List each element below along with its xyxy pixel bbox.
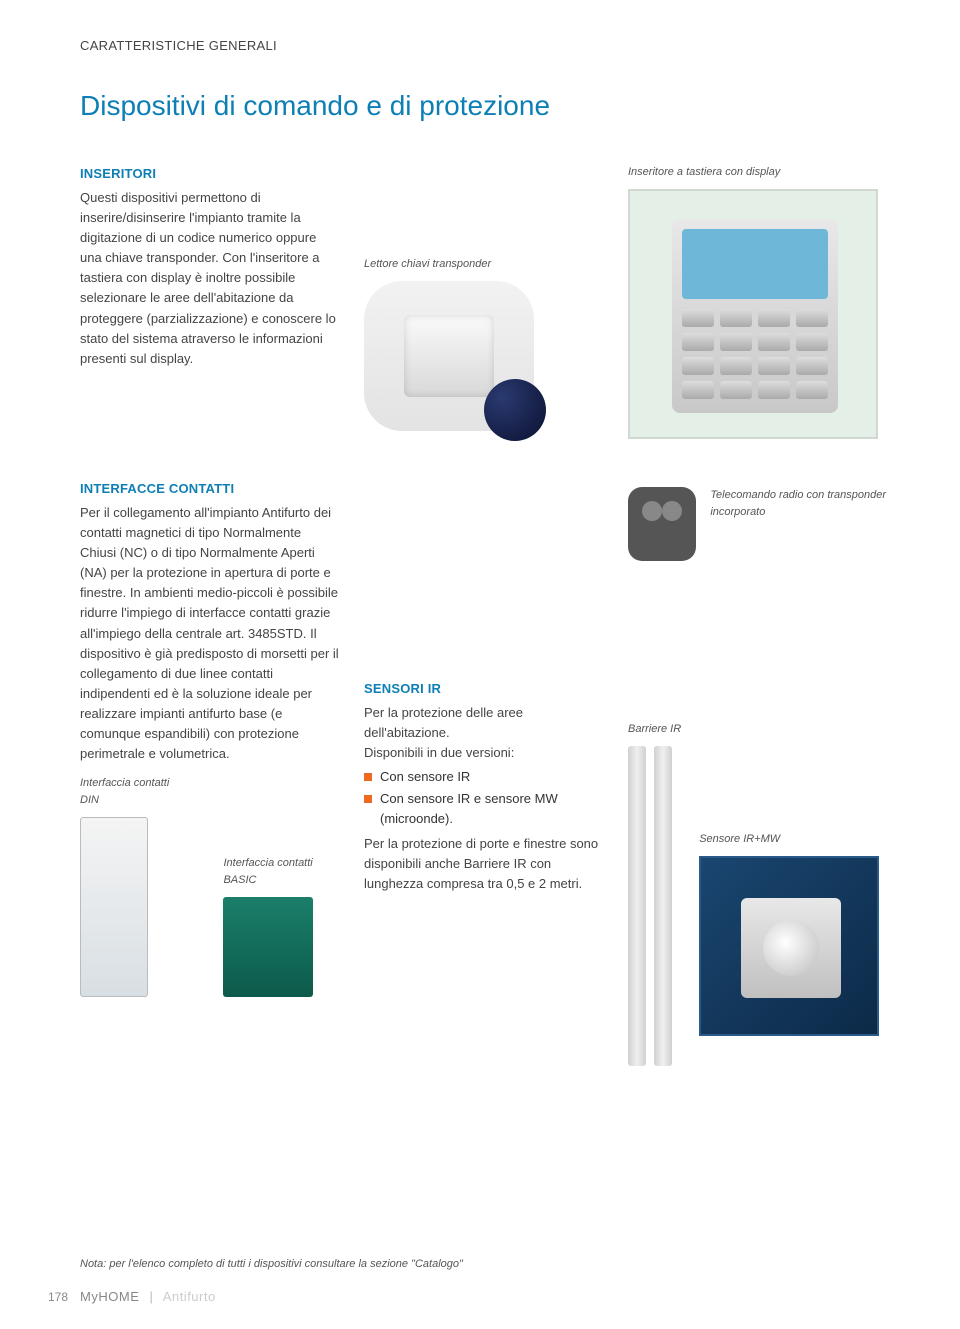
keyfob-icon (484, 379, 546, 441)
reader-face (404, 315, 494, 397)
caption-sensor: Sensore IR+MW (699, 831, 879, 848)
product-reader (364, 281, 534, 431)
bullet-item: Con sensore IR e sensore MW (microonde). (364, 789, 604, 829)
product-barriers (628, 746, 681, 1066)
product-basic-module (223, 897, 313, 997)
barrier-stick (628, 746, 646, 1066)
caption-barrier: Barriere IR (628, 721, 681, 738)
page-footer: 178 MyHOME | Antifurto (48, 1287, 216, 1307)
caption-din: Interfaccia contatti DIN (80, 775, 183, 809)
keypad-screen (682, 229, 828, 299)
row-inseritori: INSERITORI Questi dispositivi permettono… (80, 164, 910, 439)
sensori-bullets: Con sensore IR Con sensore IR e sensore … (364, 767, 604, 829)
caption-reader: Lettore chiavi transponder (364, 256, 604, 273)
heading-sensori: SENSORI IR (364, 679, 604, 699)
body-inseritori: Questi dispositivi permettono di inserir… (80, 188, 340, 369)
sensori-intro: Per la protezione delle aree dell'abitaz… (364, 703, 604, 743)
sensori-available: Disponibili in due versioni: (364, 743, 604, 763)
right-lower-group: Barriere IR Sensore IR+MW (628, 721, 910, 1066)
keypad-buttons (682, 309, 828, 399)
heading-inseritori: INSERITORI (80, 164, 340, 184)
caption-remote: Telecomando radio con transponder incorp… (710, 487, 910, 521)
heading-interfacce: INTERFACCE CONTATTI (80, 479, 340, 499)
product-remote (628, 487, 696, 561)
sensor-lens-icon (763, 920, 819, 976)
body-interfacce: Per il collegamento all'impianto Antifur… (80, 503, 340, 765)
product-din-module (80, 817, 148, 997)
remote-group: Telecomando radio con transponder incorp… (628, 479, 910, 561)
caption-keypad: Inseritore a tastiera con display (628, 164, 910, 181)
row-interfacce: INTERFACCE CONTATTI Per il collegamento … (80, 479, 910, 1066)
footer-brand: MyHOME (80, 1289, 139, 1304)
sensori-outro: Per la protezione di porte e finestre so… (364, 834, 604, 894)
module-captions: Interfaccia contatti DIN Interfaccia con… (80, 775, 340, 997)
product-sensor (699, 856, 879, 1036)
product-keypad (628, 189, 878, 439)
barrier-stick (654, 746, 672, 1066)
page-number: 178 (48, 1288, 68, 1307)
footer-category: Antifurto (163, 1289, 216, 1304)
footnote: Nota: per l'elenco completo di tutti i d… (80, 1256, 463, 1273)
page-title: Dispositivi di comando e di protezione (80, 84, 910, 127)
caption-basic: Interfaccia contatti BASIC (223, 855, 340, 889)
section-overline: CARATTERISTICHE GENERALI (80, 36, 910, 56)
bullet-item: Con sensore IR (364, 767, 604, 787)
keypad-body (672, 219, 838, 413)
footer-divider: | (150, 1289, 154, 1304)
